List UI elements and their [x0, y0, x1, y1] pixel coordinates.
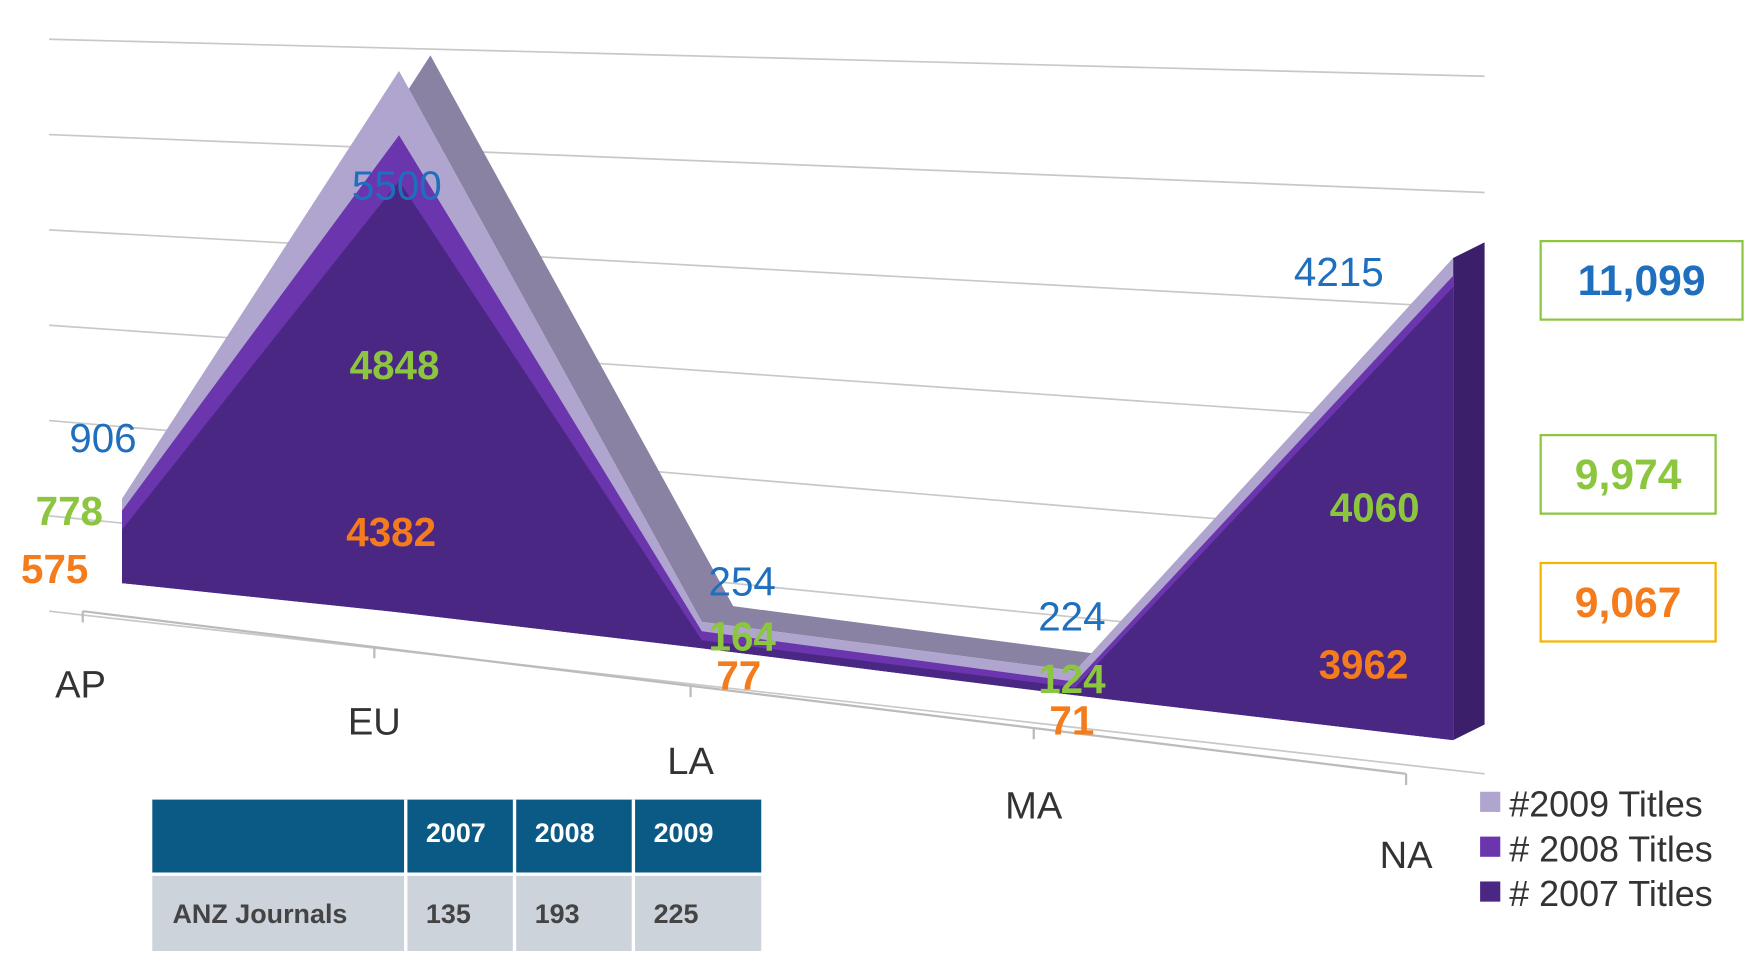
- table-row-bg: [152, 875, 762, 953]
- total-label: 11,099: [1578, 257, 1706, 305]
- table-header: 2008: [535, 818, 595, 848]
- data-label: 4215: [1294, 249, 1384, 295]
- total-box: [1539, 239, 1744, 321]
- legend-swatch: [1480, 881, 1501, 902]
- data-label: 71: [1049, 698, 1094, 744]
- table-header: 2009: [654, 818, 714, 848]
- grid-line: [49, 38, 1485, 78]
- legend-swatch: [1480, 791, 1501, 812]
- area: [122, 181, 1454, 741]
- data-label: 77: [716, 653, 761, 699]
- data-label: 4848: [350, 342, 440, 388]
- x-axis: [82, 610, 1407, 775]
- data-label: 5500: [352, 163, 442, 209]
- area-side: [1453, 242, 1485, 741]
- x-tick-label: MA: [1005, 785, 1063, 828]
- table-cell: ANZ Journals: [172, 899, 347, 929]
- x-tick-label: AP: [55, 664, 106, 707]
- data-label: 224: [1038, 593, 1105, 639]
- legend-label: # 2008 Titles: [1509, 829, 1712, 869]
- data-label: 254: [709, 558, 776, 604]
- x-tick-label: LA: [667, 740, 714, 783]
- table-cell: 135: [426, 899, 471, 929]
- data-label: 575: [21, 546, 88, 592]
- total-box: [1539, 434, 1717, 515]
- data-label: 124: [1038, 656, 1106, 702]
- total-box: [1539, 561, 1717, 643]
- grid-line: [49, 610, 1485, 775]
- x-tick-label: NA: [1380, 834, 1434, 877]
- x-tick-label: EU: [348, 701, 401, 744]
- table-header: 2007: [426, 818, 486, 848]
- data-label: 164: [709, 613, 777, 659]
- data-label: 4382: [346, 509, 436, 555]
- legend-label: #2009 Titles: [1509, 784, 1702, 824]
- total-label: 9,067: [1575, 579, 1682, 627]
- data-label: 3962: [1319, 641, 1409, 687]
- data-label: 906: [69, 415, 136, 461]
- grid-line: [49, 133, 1485, 194]
- legend-swatch: [1480, 836, 1501, 857]
- table-cell: 193: [535, 899, 580, 929]
- total-label: 9,974: [1575, 451, 1682, 499]
- table-cell: 225: [654, 899, 699, 929]
- data-label: 778: [36, 488, 103, 534]
- data-label: 4060: [1330, 484, 1420, 530]
- table-header-bg: [152, 799, 762, 873]
- legend-label: # 2007 Titles: [1509, 874, 1712, 914]
